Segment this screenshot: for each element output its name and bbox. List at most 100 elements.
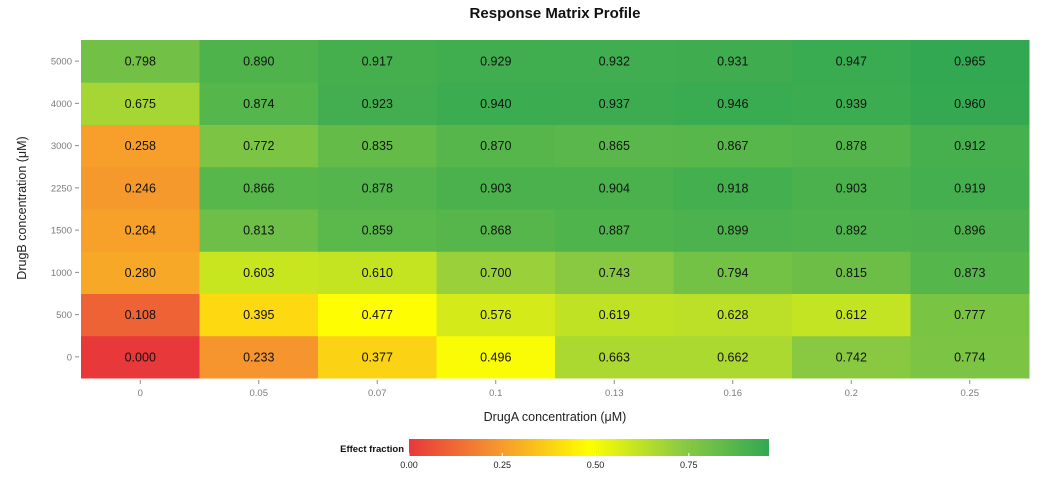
heatmap-cell bbox=[81, 251, 200, 294]
heatmap-cell bbox=[910, 335, 1030, 379]
x-tick-label: 0.07 bbox=[368, 388, 387, 399]
cell-value-label: 0.835 bbox=[362, 139, 393, 153]
x-axis: 0 0.05 0.07 0.1 0.13 0.16 0.2 0.25 bbox=[138, 380, 979, 399]
cell-value-label: 0.815 bbox=[836, 266, 867, 280]
heatmap-cell bbox=[555, 166, 674, 210]
heatmap-cell bbox=[673, 335, 793, 379]
cell-value-label: 0.873 bbox=[954, 266, 985, 280]
heatmap-cell bbox=[81, 82, 200, 125]
cell-value-label: 0.603 bbox=[243, 266, 274, 280]
heatmap-cell bbox=[81, 40, 200, 83]
heatmap-cell bbox=[555, 124, 674, 168]
cell-value-label: 0.931 bbox=[717, 55, 748, 69]
heatmap-cell bbox=[199, 293, 319, 337]
cell-value-label: 0.947 bbox=[836, 55, 867, 69]
cell-value-label: 0.000 bbox=[125, 350, 156, 364]
legend-tick-label: 0.75 bbox=[680, 460, 698, 470]
cell-value-label: 0.612 bbox=[836, 308, 867, 322]
heatmap-cell bbox=[792, 293, 911, 337]
cell-value-label: 0.233 bbox=[243, 350, 274, 364]
cell-value-label: 0.794 bbox=[717, 266, 748, 280]
cell-value-label: 0.960 bbox=[954, 97, 985, 111]
cell-value-label: 0.246 bbox=[125, 181, 156, 195]
y-axis: 0 500 1000 1500 2250 3000 4000 5000 bbox=[51, 57, 79, 363]
heatmap-cell bbox=[199, 166, 319, 210]
cell-value-label: 0.890 bbox=[243, 55, 274, 69]
cell-value-label: 0.892 bbox=[836, 224, 867, 238]
heatmap-cell bbox=[673, 209, 793, 252]
cell-value-label: 0.919 bbox=[954, 181, 985, 195]
cell-value-label: 0.774 bbox=[954, 350, 985, 364]
heatmap-cell bbox=[673, 251, 793, 294]
heatmap-cells bbox=[81, 40, 1030, 379]
heatmap-cell bbox=[792, 166, 911, 210]
cell-value-label: 0.923 bbox=[362, 97, 393, 111]
x-tick-label: 0.05 bbox=[250, 388, 269, 399]
cell-value-label: 0.777 bbox=[954, 308, 985, 322]
cell-value-label: 0.917 bbox=[362, 55, 393, 69]
heatmap-cell bbox=[199, 40, 319, 83]
heatmap-cell bbox=[199, 335, 319, 379]
heatmap-cell bbox=[81, 166, 200, 210]
heatmap-cell bbox=[81, 335, 200, 379]
y-tick-label: 2250 bbox=[51, 183, 72, 194]
heatmap-cell bbox=[436, 335, 556, 379]
heatmap-cell bbox=[436, 209, 556, 252]
cell-value-label: 0.866 bbox=[243, 181, 274, 195]
heatmap-cell bbox=[318, 82, 437, 125]
cell-value-label: 0.395 bbox=[243, 308, 274, 322]
heatmap-cell bbox=[436, 82, 556, 125]
legend-ticks: 0.00 0.25 0.50 0.75 bbox=[400, 453, 698, 470]
heatmap-cell bbox=[436, 40, 556, 83]
cell-value-label: 0.628 bbox=[717, 308, 748, 322]
heatmap-cell bbox=[792, 251, 911, 294]
cell-value-label: 0.742 bbox=[836, 350, 867, 364]
heatmap-cell bbox=[555, 293, 674, 337]
cell-value-label: 0.946 bbox=[717, 97, 748, 111]
cell-value-label: 0.868 bbox=[480, 224, 511, 238]
y-axis-title: DrugB concentration (μM) bbox=[15, 136, 29, 279]
y-tick-label: 1500 bbox=[51, 226, 72, 237]
y-tick-label: 4000 bbox=[51, 99, 72, 110]
cell-value-label: 0.912 bbox=[954, 139, 985, 153]
heatmap-cell bbox=[318, 293, 437, 337]
heatmap-cell bbox=[199, 82, 319, 125]
heatmap-cell bbox=[673, 166, 793, 210]
heatmap-cell bbox=[792, 209, 911, 252]
cell-value-label: 0.663 bbox=[599, 350, 630, 364]
heatmap-cell bbox=[673, 124, 793, 168]
heatmap-cell bbox=[910, 82, 1030, 125]
cell-value-label: 0.258 bbox=[125, 139, 156, 153]
heatmap-cell bbox=[792, 40, 911, 83]
cell-value-label: 0.496 bbox=[480, 350, 511, 364]
heatmap-cell-labels: 0.000 0.233 0.377 0.496 0.663 0.662 0.742 0.774… bbox=[125, 55, 986, 365]
heatmap-cell bbox=[318, 166, 437, 210]
heatmap-cell bbox=[436, 251, 556, 294]
cell-value-label: 0.903 bbox=[480, 181, 511, 195]
cell-value-label: 0.870 bbox=[480, 139, 511, 153]
cell-value-label: 0.772 bbox=[243, 139, 274, 153]
cell-value-label: 0.904 bbox=[599, 181, 630, 195]
heatmap-cell bbox=[555, 82, 674, 125]
heatmap-cell bbox=[555, 335, 674, 379]
x-tick-label: 0.1 bbox=[489, 388, 502, 399]
heatmap-cell bbox=[199, 251, 319, 294]
cell-value-label: 0.798 bbox=[125, 55, 156, 69]
cell-value-label: 0.662 bbox=[717, 350, 748, 364]
legend-tick-label: 0.00 bbox=[400, 460, 418, 470]
heatmap-cell bbox=[910, 293, 1030, 337]
heatmap-cell bbox=[199, 209, 319, 252]
cell-value-label: 0.576 bbox=[480, 308, 511, 322]
legend-tick-label: 0.25 bbox=[493, 460, 511, 470]
heatmap-cell bbox=[436, 124, 556, 168]
y-tick-label: 500 bbox=[56, 310, 72, 321]
cell-value-label: 0.108 bbox=[125, 308, 156, 322]
heatmap-cell bbox=[318, 209, 437, 252]
heatmap-cell bbox=[910, 251, 1030, 294]
chart-title: Response Matrix Profile bbox=[470, 5, 641, 22]
heatmap-cell bbox=[436, 166, 556, 210]
x-tick-label: 0.13 bbox=[605, 388, 624, 399]
heatmap-cell bbox=[318, 251, 437, 294]
y-tick-label: 0 bbox=[67, 352, 72, 363]
y-tick-label: 1000 bbox=[51, 268, 72, 279]
